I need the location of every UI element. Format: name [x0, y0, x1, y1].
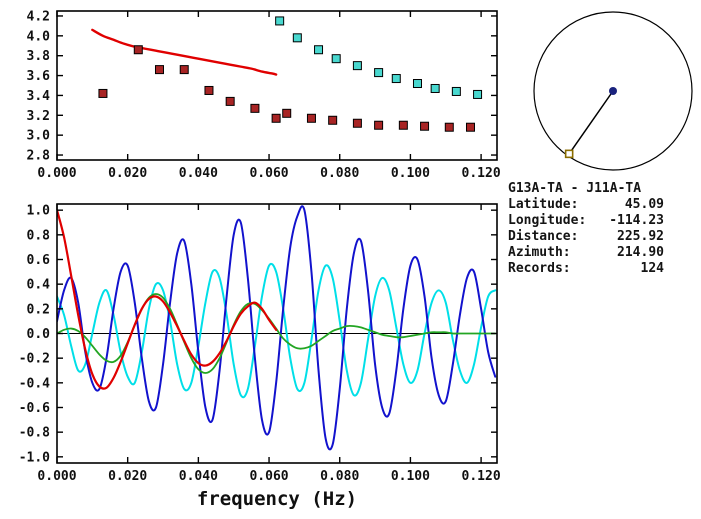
waveform-blue	[57, 205, 497, 451]
longitude-label: Longitude:	[508, 213, 587, 228]
y-tick-label: 0.0	[27, 327, 51, 342]
y-tick-label: 0.6	[27, 253, 51, 268]
distance-label: Distance:	[508, 229, 579, 244]
y-tick-label: 2.8	[27, 149, 51, 164]
velocity-points-cyan-marker	[374, 68, 384, 78]
velocity-points-cyan-marker	[473, 89, 483, 99]
velocity-points-dark-red-marker	[133, 45, 143, 55]
y-tick-label: 0.2	[27, 302, 50, 317]
velocity-points-dark-red-marker	[282, 108, 292, 118]
info-row-distance: Distance: 225.92	[508, 229, 664, 245]
x-tick-label: 0.060	[249, 469, 288, 484]
waveform-red	[57, 209, 278, 390]
x-tick-label: 0.060	[249, 166, 288, 181]
velocity-points-dark-red-marker	[398, 120, 408, 130]
y-tick-label: -0.2	[19, 352, 50, 367]
azimuth-circle	[533, 11, 693, 171]
velocity-points-dark-red-marker	[154, 65, 164, 75]
velocity-points-cyan-marker	[275, 16, 285, 26]
dispersion-plot: 0.000 0.020 0.040 0.060 0.080 0.100 0.120 2.8 3.…	[27, 9, 501, 181]
x-tick-label: 0.000	[37, 469, 76, 484]
velocity-points-cyan-marker	[352, 61, 362, 71]
station-pair-title: G13A-TA - J11A-TA	[508, 181, 642, 196]
velocity-points-dark-red-marker	[271, 113, 281, 123]
x-tick-label: 0.120	[462, 166, 501, 181]
y-tick-label: 3.6	[27, 69, 51, 84]
x-tick-label: 0.020	[108, 166, 147, 181]
waveforms-series-group	[57, 205, 497, 451]
x-tick-label: 0.120	[462, 469, 501, 484]
x-tick-label: 0.100	[391, 166, 430, 181]
velocity-points-cyan-marker	[451, 86, 461, 96]
info-row-records: Records: 124	[508, 261, 664, 277]
info-row-longitude: Longitude: -114.23	[508, 213, 664, 229]
velocity-points-dark-red-marker	[352, 118, 362, 128]
velocity-points-dark-red-marker	[306, 113, 316, 123]
x-tick-label: 0.020	[108, 469, 147, 484]
x-tick-label: 0.000	[37, 166, 76, 181]
x-tick-label: 0.080	[320, 166, 359, 181]
x-tick-label: 0.080	[320, 469, 359, 484]
y-tick-label: -0.4	[19, 376, 50, 391]
velocity-points-dark-red-marker	[179, 65, 189, 75]
latitude-label: Latitude:	[508, 197, 579, 212]
remote-station-marker	[564, 149, 574, 159]
waveform-cyan	[57, 262, 497, 399]
velocity-points-dark-red-marker	[250, 103, 260, 113]
y-tick-label: 4.2	[27, 9, 50, 24]
azimuth-diagram	[533, 11, 693, 171]
y-tick-label: 3.4	[27, 89, 51, 104]
velocity-points-dark-red-marker	[225, 96, 235, 106]
azimuth-label: Azimuth:	[508, 245, 571, 260]
distance-value: 225.92	[617, 229, 664, 244]
latitude-value: 45.09	[624, 197, 664, 212]
x-tick-label: 0.100	[391, 469, 430, 484]
reference-dispersion-curve	[91, 28, 278, 76]
velocity-points-dark-red-marker	[420, 121, 430, 131]
velocity-points-cyan-marker	[314, 45, 324, 55]
y-tick-label: 3.8	[27, 49, 51, 64]
records-value: 124	[640, 261, 664, 276]
dispersion-frame	[56, 10, 498, 161]
y-tick-label: 3.2	[27, 109, 50, 124]
center-station-dot	[609, 87, 617, 95]
velocity-points-dark-red-marker	[444, 122, 454, 132]
y-tick-label: 1.0	[27, 204, 51, 219]
velocity-points-dark-red-marker	[328, 115, 338, 125]
azimuth-line	[568, 90, 614, 155]
y-tick-label: -1.0	[19, 450, 50, 465]
y-tick-label: -0.6	[19, 401, 50, 416]
velocity-points-dark-red-marker	[204, 85, 214, 95]
x-tick-label: 0.040	[179, 469, 218, 484]
longitude-value: -114.23	[609, 213, 664, 228]
velocity-points-cyan-marker	[331, 54, 341, 64]
station-info-panel: G13A-TA - J11A-TA Latitude: 45.09 Longit…	[508, 181, 664, 277]
x-axis-label: frequency (Hz)	[197, 488, 357, 510]
info-row-azimuth: Azimuth: 214.90	[508, 245, 664, 261]
velocity-points-dark-red-marker	[98, 88, 108, 98]
y-tick-label: 0.4	[27, 278, 51, 293]
dispersion-series-group	[91, 16, 483, 132]
velocity-points-cyan-marker	[292, 33, 302, 43]
velocity-points-cyan-marker	[412, 79, 422, 89]
waveform-plot: 0.000 0.020 0.040 0.060 0.080 0.100 0.120 -1.0 -…	[19, 203, 501, 510]
velocity-points-cyan-marker	[430, 83, 440, 93]
y-tick-label: -0.8	[19, 426, 50, 441]
velocity-points-dark-red-marker	[374, 120, 384, 130]
y-tick-label: 0.8	[27, 228, 51, 243]
y-tick-label: 4.0	[27, 29, 51, 44]
velocity-points-dark-red-marker	[465, 122, 475, 132]
velocity-points-cyan-marker	[391, 74, 401, 84]
records-label: Records:	[508, 261, 571, 276]
azimuth-value: 214.90	[617, 245, 664, 260]
y-tick-label: 3.0	[27, 129, 51, 144]
info-row-latitude: Latitude: 45.09	[508, 197, 664, 213]
x-tick-label: 0.040	[179, 166, 218, 181]
